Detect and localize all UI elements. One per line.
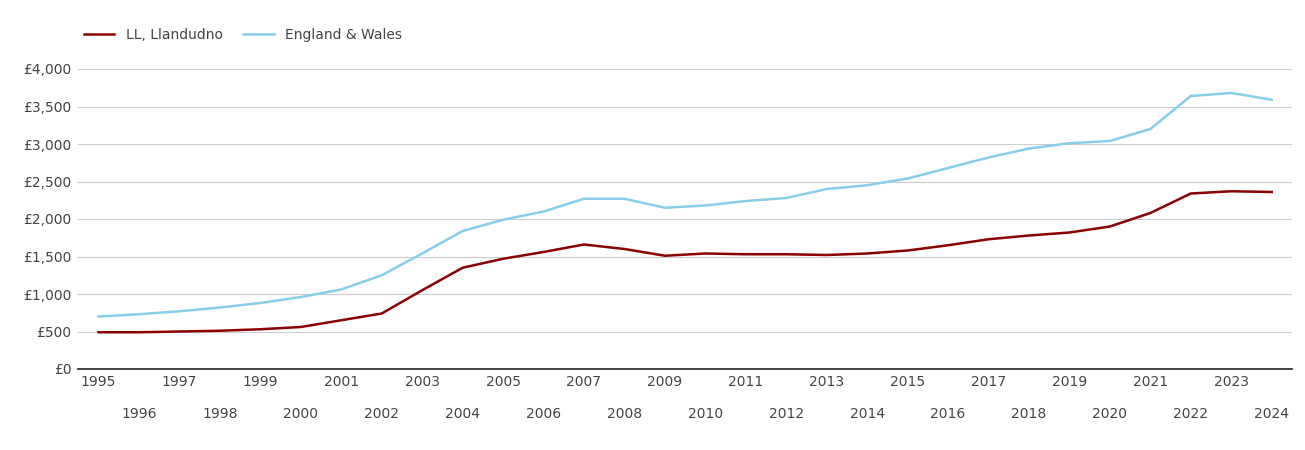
Legend: LL, Llandudno, England & Wales: LL, Llandudno, England & Wales — [78, 22, 407, 48]
LL, Llandudno — [577, 242, 592, 247]
LL, Llandudno — [900, 248, 916, 253]
LL, Llandudno — [375, 311, 390, 316]
England & Wales — [130, 311, 146, 317]
Text: 2014: 2014 — [850, 407, 885, 421]
LL, Llandudno — [860, 251, 876, 256]
England & Wales — [1022, 146, 1037, 151]
Text: 2020: 2020 — [1092, 407, 1128, 421]
LL, Llandudno — [253, 327, 269, 332]
England & Wales — [1182, 93, 1198, 99]
Text: 2008: 2008 — [607, 407, 642, 421]
LL, Llandudno — [698, 251, 714, 256]
England & Wales — [737, 198, 753, 204]
England & Wales — [981, 155, 997, 160]
Text: 2000: 2000 — [283, 407, 318, 421]
LL, Llandudno — [536, 249, 552, 255]
LL, Llandudno — [1142, 210, 1158, 216]
England & Wales — [253, 300, 269, 306]
England & Wales — [172, 309, 188, 314]
LL, Llandudno — [941, 243, 957, 248]
LL, Llandudno — [778, 252, 793, 257]
Text: 2010: 2010 — [688, 407, 723, 421]
England & Wales — [1101, 138, 1117, 144]
England & Wales — [1265, 97, 1280, 103]
LL, Llandudno — [737, 252, 753, 257]
LL, Llandudno — [658, 253, 673, 258]
LL, Llandudno — [1182, 191, 1198, 196]
England & Wales — [900, 176, 916, 181]
England & Wales — [1224, 90, 1240, 96]
LL, Llandudno — [172, 329, 188, 334]
Text: 2004: 2004 — [445, 407, 480, 421]
LL, Llandudno — [294, 324, 309, 330]
Text: 2012: 2012 — [769, 407, 804, 421]
England & Wales — [334, 287, 350, 292]
LL, Llandudno — [414, 288, 429, 293]
England & Wales — [213, 305, 228, 310]
LL, Llandudno — [1022, 233, 1037, 238]
LL, Llandudno — [90, 329, 106, 335]
England & Wales — [617, 196, 633, 202]
England & Wales — [577, 196, 592, 202]
LL, Llandudno — [334, 318, 350, 323]
England & Wales — [860, 183, 876, 188]
Line: England & Wales: England & Wales — [98, 93, 1272, 316]
Text: 1998: 1998 — [202, 407, 238, 421]
England & Wales — [1061, 140, 1077, 146]
England & Wales — [294, 294, 309, 300]
LL, Llandudno — [1061, 230, 1077, 235]
Text: 2024: 2024 — [1254, 407, 1289, 421]
England & Wales — [658, 205, 673, 211]
England & Wales — [90, 314, 106, 319]
Text: 2018: 2018 — [1011, 407, 1047, 421]
Text: 1996: 1996 — [121, 407, 157, 421]
England & Wales — [375, 273, 390, 278]
LL, Llandudno — [1265, 189, 1280, 195]
LL, Llandudno — [617, 246, 633, 252]
Text: 2016: 2016 — [930, 407, 966, 421]
Text: 2022: 2022 — [1173, 407, 1208, 421]
England & Wales — [536, 209, 552, 214]
England & Wales — [495, 217, 510, 222]
England & Wales — [818, 186, 834, 192]
LL, Llandudno — [495, 256, 510, 261]
England & Wales — [698, 203, 714, 208]
England & Wales — [1142, 126, 1158, 132]
England & Wales — [941, 165, 957, 171]
England & Wales — [778, 195, 793, 201]
England & Wales — [454, 228, 470, 234]
Line: LL, Llandudno: LL, Llandudno — [98, 191, 1272, 332]
LL, Llandudno — [213, 328, 228, 333]
Text: 2006: 2006 — [526, 407, 561, 421]
LL, Llandudno — [981, 237, 997, 242]
Text: 2002: 2002 — [364, 407, 399, 421]
England & Wales — [414, 251, 429, 256]
LL, Llandudno — [454, 265, 470, 270]
LL, Llandudno — [818, 252, 834, 258]
LL, Llandudno — [1101, 224, 1117, 229]
LL, Llandudno — [1224, 189, 1240, 194]
LL, Llandudno — [130, 329, 146, 335]
